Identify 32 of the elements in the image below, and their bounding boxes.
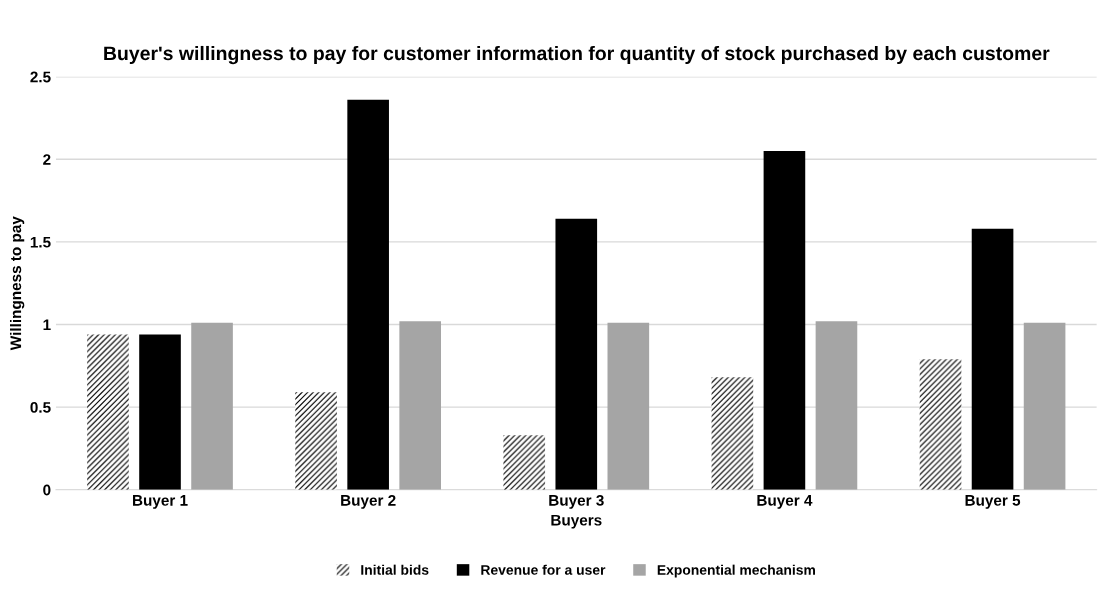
bar — [919, 359, 962, 490]
legend-label: Initial bids — [361, 564, 429, 575]
bar — [87, 334, 129, 490]
bar — [139, 334, 181, 490]
bar — [347, 99, 389, 490]
x-axis-title: Buyers — [551, 514, 602, 529]
bar — [971, 228, 1014, 490]
bar — [191, 322, 233, 490]
bar — [399, 321, 441, 490]
y-tick-label: 1.5 — [30, 236, 51, 248]
x-tick-label: Buyer 5 — [965, 495, 1021, 509]
y-tick-label: 2 — [43, 154, 51, 165]
bar — [555, 218, 598, 490]
legend-label: Exponential mechanism — [657, 564, 815, 578]
bar — [711, 377, 754, 490]
y-tick-label: 0.5 — [30, 401, 51, 413]
bar — [503, 435, 546, 490]
y-tick-label: 2.5 — [30, 71, 51, 83]
x-tick-label: Buyer 3 — [549, 494, 604, 509]
bar — [815, 321, 858, 490]
y-tick-label: 0 — [43, 484, 51, 496]
x-tick-label: Buyer 4 — [757, 495, 813, 509]
chart-title: Buyer's willingness to pay for customer information for quantity of stock purchased by each customer — [104, 45, 1050, 65]
bar — [295, 392, 337, 490]
y-tick-label: 1 — [43, 319, 51, 331]
x-tick-label: Buyer 2 — [341, 494, 396, 509]
bar — [763, 151, 806, 490]
x-tick-label: Buyer 1 — [133, 495, 188, 509]
legend-label: Revenue for a user — [481, 564, 606, 575]
bar — [607, 322, 650, 490]
bar — [1023, 322, 1066, 490]
y-axis-title: Willingness to pay — [9, 216, 25, 351]
